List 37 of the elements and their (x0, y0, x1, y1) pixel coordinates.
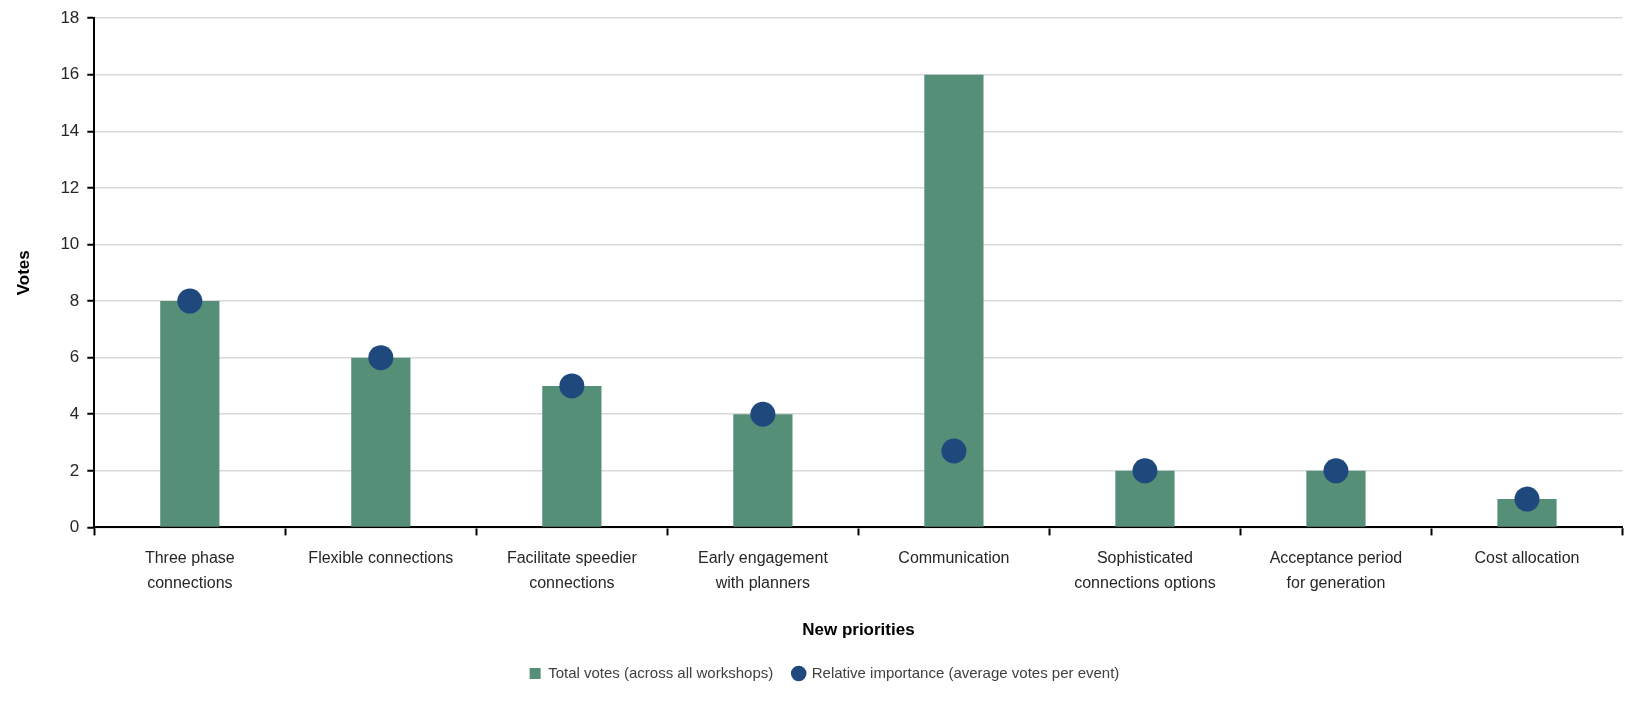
bar (924, 74, 984, 527)
x-tick-label: Cost allocation (1474, 548, 1580, 566)
bar (351, 357, 411, 527)
x-tick-label: Acceptance period for generation (1269, 548, 1403, 592)
point (177, 288, 203, 314)
y-tick-label: 16 (60, 64, 80, 84)
bar (542, 385, 602, 527)
y-axis-title: Votes (13, 250, 33, 296)
y-tick-label: 4 (69, 403, 80, 423)
y-tick-label: 18 (60, 7, 80, 27)
bar (733, 414, 793, 527)
x-tick-label: Sophisticated connections options (1074, 548, 1216, 592)
bar (1115, 470, 1175, 527)
point (368, 345, 394, 371)
y-tick-label: 8 (69, 290, 80, 310)
legend-label: Relative importance (average votes per event) (811, 663, 1120, 681)
x-tick-label: Flexible connections (308, 548, 454, 566)
y-tick-label: 12 (60, 177, 80, 197)
bar (1306, 470, 1366, 527)
y-tick-label: 14 (60, 121, 80, 141)
x-tick-label: Three phase connections (144, 548, 235, 592)
point (1514, 486, 1540, 512)
point (1132, 458, 1158, 484)
legend-label: Total votes (across all workshops) (548, 663, 774, 681)
x-tick-label: Early engagement with planners (697, 548, 829, 592)
point (559, 373, 585, 399)
x-tick-label: Facilitate speedier connections (506, 548, 638, 592)
bar (160, 301, 220, 527)
x-axis-title: New priorities (802, 620, 915, 640)
y-tick-label: 2 (69, 460, 80, 480)
y-tick-label: 6 (69, 347, 80, 367)
point (1323, 458, 1349, 484)
point (750, 401, 776, 427)
point (941, 438, 967, 464)
y-tick-label: 10 (60, 234, 80, 254)
x-tick-label: Communication (898, 548, 1010, 566)
y-tick-label: 0 (69, 517, 80, 537)
